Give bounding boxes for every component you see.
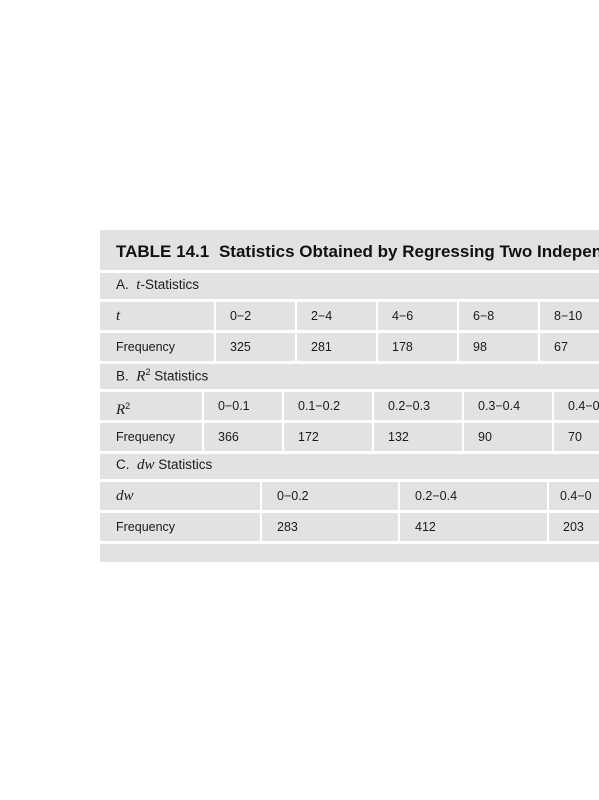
frequency-cell: 178 bbox=[392, 340, 413, 354]
frequency-cell: 366 bbox=[218, 430, 239, 444]
frequency-label: Frequency bbox=[116, 520, 176, 534]
divider bbox=[100, 330, 599, 333]
statistics-table: TABLE 14.1 Statistics Obtained by Regres… bbox=[100, 230, 599, 562]
section-b-label: B. R2 Statistics bbox=[116, 367, 208, 386]
divider bbox=[100, 479, 599, 482]
section-c-var: dw bbox=[137, 457, 155, 473]
section-a-var: t bbox=[136, 277, 141, 293]
range-cell: 0.4−0 bbox=[568, 399, 599, 413]
section-c-rest: Statistics bbox=[154, 457, 213, 472]
divider bbox=[100, 510, 599, 513]
range-cell: 8−10 bbox=[554, 309, 583, 323]
table-title: TABLE 14.1 Statistics Obtained by Regres… bbox=[116, 242, 599, 262]
range-cell: 0.3−0.4 bbox=[478, 399, 521, 413]
range-cell: 6−8 bbox=[473, 309, 495, 323]
table-caption: Statistics Obtained by Regressing Two In… bbox=[218, 242, 599, 261]
range-cell: 0.2−0.3 bbox=[388, 399, 431, 413]
section-a-label: A. t-Statistics bbox=[116, 277, 199, 294]
section-b-rest: Statistics bbox=[150, 368, 209, 384]
range-cell: 4−6 bbox=[392, 309, 414, 323]
frequency-cell: 325 bbox=[230, 340, 251, 354]
range-cell: 0−0.1 bbox=[218, 399, 250, 413]
range-cell: 0.4−0 bbox=[560, 489, 592, 503]
section-b-prefix: B. bbox=[116, 368, 129, 384]
divider bbox=[100, 420, 599, 423]
divider bbox=[100, 451, 599, 454]
frequency-cell: 70 bbox=[568, 430, 582, 444]
frequency-cell: 98 bbox=[473, 340, 487, 354]
section-a-frequency-row: Frequency 325 281 178 98 67 bbox=[100, 333, 599, 361]
frequency-label: Frequency bbox=[116, 430, 176, 444]
section-b-header-label: R2 bbox=[116, 401, 131, 419]
section-c-frequency-row: Frequency 283 412 203 bbox=[100, 513, 599, 541]
frequency-cell: 172 bbox=[298, 430, 319, 444]
section-b-sup: 2 bbox=[145, 367, 151, 377]
frequency-cell: 90 bbox=[478, 430, 492, 444]
section-c-prefix: C. bbox=[116, 457, 130, 472]
divider bbox=[100, 361, 599, 364]
section-a-header-row: t 0−2 2−4 4−6 6−8 8−10 bbox=[100, 302, 599, 330]
divider bbox=[100, 299, 599, 302]
divider bbox=[100, 270, 599, 273]
section-b-var: R bbox=[136, 368, 146, 385]
section-a-prefix: A. bbox=[116, 277, 129, 292]
divider bbox=[100, 541, 599, 544]
section-c-header-label: dw bbox=[116, 488, 134, 504]
frequency-cell: 132 bbox=[388, 430, 409, 444]
frequency-cell: 67 bbox=[554, 340, 568, 354]
range-cell: 0.1−0.2 bbox=[298, 399, 341, 413]
range-cell: 0−0.2 bbox=[277, 489, 309, 503]
frequency-cell: 283 bbox=[277, 520, 298, 534]
range-cell: 0.2−0.4 bbox=[415, 489, 458, 503]
section-c-header-row: dw 0−0.2 0.2−0.4 0.4−0 bbox=[100, 482, 599, 510]
divider bbox=[100, 389, 599, 392]
range-cell: 2−4 bbox=[311, 309, 333, 323]
frequency-cell: 203 bbox=[563, 520, 584, 534]
frequency-cell: 281 bbox=[311, 340, 332, 354]
frequency-label: Frequency bbox=[116, 340, 176, 354]
section-a-rest: -Statistics bbox=[140, 277, 199, 292]
section-c-label: C. dw Statistics bbox=[116, 457, 212, 474]
frequency-cell: 412 bbox=[415, 520, 436, 534]
section-b-frequency-row: Frequency 366 172 132 90 70 bbox=[100, 423, 599, 451]
section-a-header-label: t bbox=[116, 308, 121, 324]
table-number: TABLE 14.1 bbox=[116, 242, 210, 261]
section-b-header-row: R2 0−0.1 0.1−0.2 0.2−0.3 0.3−0.4 0.4−0 bbox=[100, 392, 599, 420]
range-cell: 0−2 bbox=[230, 309, 252, 323]
